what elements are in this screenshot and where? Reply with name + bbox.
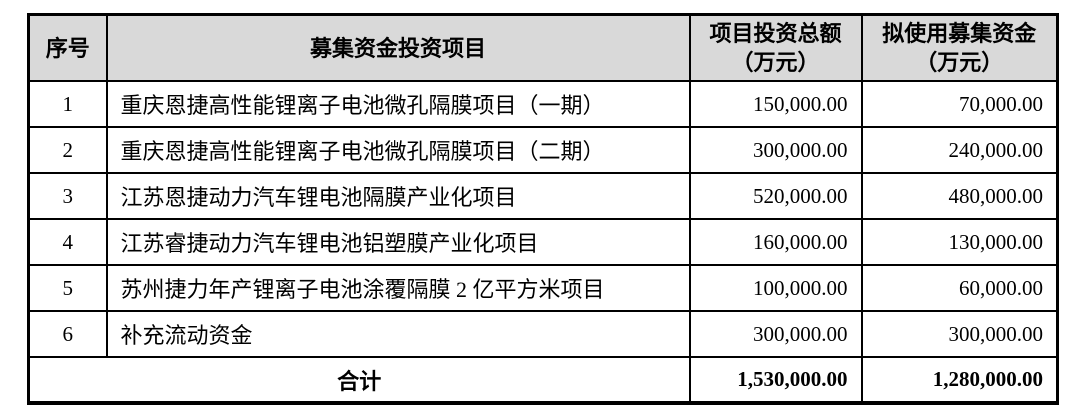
row-total-investment: 100,000.00 bbox=[688, 264, 863, 312]
row-raised-funds: 130,000.00 bbox=[860, 218, 1059, 266]
row-total-investment: 300,000.00 bbox=[688, 310, 863, 358]
row-raised-funds: 300,000.00 bbox=[860, 310, 1059, 358]
row-project-name: 重庆恩捷高性能锂离子电池微孔隔膜项目（一期） bbox=[105, 80, 691, 128]
row-project-name: 重庆恩捷高性能锂离子电池微孔隔膜项目（二期） bbox=[105, 126, 691, 174]
header-index: 序号 bbox=[27, 13, 108, 82]
header-raised-funds-line2: （万元） bbox=[915, 50, 1004, 75]
row-raised-funds: 240,000.00 bbox=[860, 126, 1059, 174]
row-index: 5 bbox=[27, 264, 108, 312]
header-total-investment-line1: 项目投资总额 bbox=[709, 21, 842, 46]
total-label: 合计 bbox=[27, 356, 691, 404]
header-raised-funds: 拟使用募集资金 （万元） bbox=[860, 13, 1059, 82]
header-total-investment-line2: （万元） bbox=[731, 50, 820, 75]
table-row: 5 苏州捷力年产锂离子电池涂覆隔膜 2 亿平方米项目 100,000.00 60… bbox=[27, 264, 1059, 312]
header-project-label: 募集资金投资项目 bbox=[309, 35, 486, 61]
row-raised-funds: 480,000.00 bbox=[860, 172, 1059, 220]
fundraising-projects-table: 序号 募集资金投资项目 项目投资总额 （万元） 拟使用募集资金 （万元） 1 重… bbox=[27, 13, 1059, 405]
row-index: 1 bbox=[27, 80, 108, 128]
total-row: 合计 1,530,000.00 1,280,000.00 bbox=[27, 356, 1059, 404]
total-raised-funds-sum: 1,280,000.00 bbox=[860, 356, 1059, 404]
table-row: 3 江苏恩捷动力汽车锂电池隔膜产业化项目 520,000.00 480,000.… bbox=[27, 172, 1059, 220]
row-project-name: 补充流动资金 bbox=[105, 310, 691, 358]
row-index: 2 bbox=[27, 126, 108, 174]
table-row: 6 补充流动资金 300,000.00 300,000.00 bbox=[27, 310, 1059, 358]
row-index: 4 bbox=[27, 218, 108, 266]
row-total-investment: 160,000.00 bbox=[688, 218, 863, 266]
row-project-name: 苏州捷力年产锂离子电池涂覆隔膜 2 亿平方米项目 bbox=[105, 264, 691, 312]
header-raised-funds-line1: 拟使用募集资金 bbox=[882, 21, 1037, 46]
table-row: 2 重庆恩捷高性能锂离子电池微孔隔膜项目（二期） 300,000.00 240,… bbox=[27, 126, 1059, 174]
row-raised-funds: 60,000.00 bbox=[860, 264, 1059, 312]
row-total-investment: 300,000.00 bbox=[688, 126, 863, 174]
header-index-label: 序号 bbox=[45, 35, 90, 61]
row-project-name: 江苏恩捷动力汽车锂电池隔膜产业化项目 bbox=[105, 172, 691, 220]
header-project: 募集资金投资项目 bbox=[105, 13, 691, 82]
fundraising-projects-table-container: 序号 募集资金投资项目 项目投资总额 （万元） 拟使用募集资金 （万元） 1 重… bbox=[27, 13, 1059, 405]
row-index: 3 bbox=[27, 172, 108, 220]
row-index: 6 bbox=[27, 310, 108, 358]
header-total-investment: 项目投资总额 （万元） bbox=[688, 13, 863, 82]
total-investment-sum: 1,530,000.00 bbox=[688, 356, 863, 404]
row-raised-funds: 70,000.00 bbox=[860, 80, 1059, 128]
table-row: 4 江苏睿捷动力汽车锂电池铝塑膜产业化项目 160,000.00 130,000… bbox=[27, 218, 1059, 266]
row-project-name: 江苏睿捷动力汽车锂电池铝塑膜产业化项目 bbox=[105, 218, 691, 266]
header-row: 序号 募集资金投资项目 项目投资总额 （万元） 拟使用募集资金 （万元） bbox=[27, 13, 1059, 82]
row-total-investment: 520,000.00 bbox=[688, 172, 863, 220]
row-total-investment: 150,000.00 bbox=[688, 80, 863, 128]
table-row: 1 重庆恩捷高性能锂离子电池微孔隔膜项目（一期） 150,000.00 70,0… bbox=[27, 80, 1059, 128]
